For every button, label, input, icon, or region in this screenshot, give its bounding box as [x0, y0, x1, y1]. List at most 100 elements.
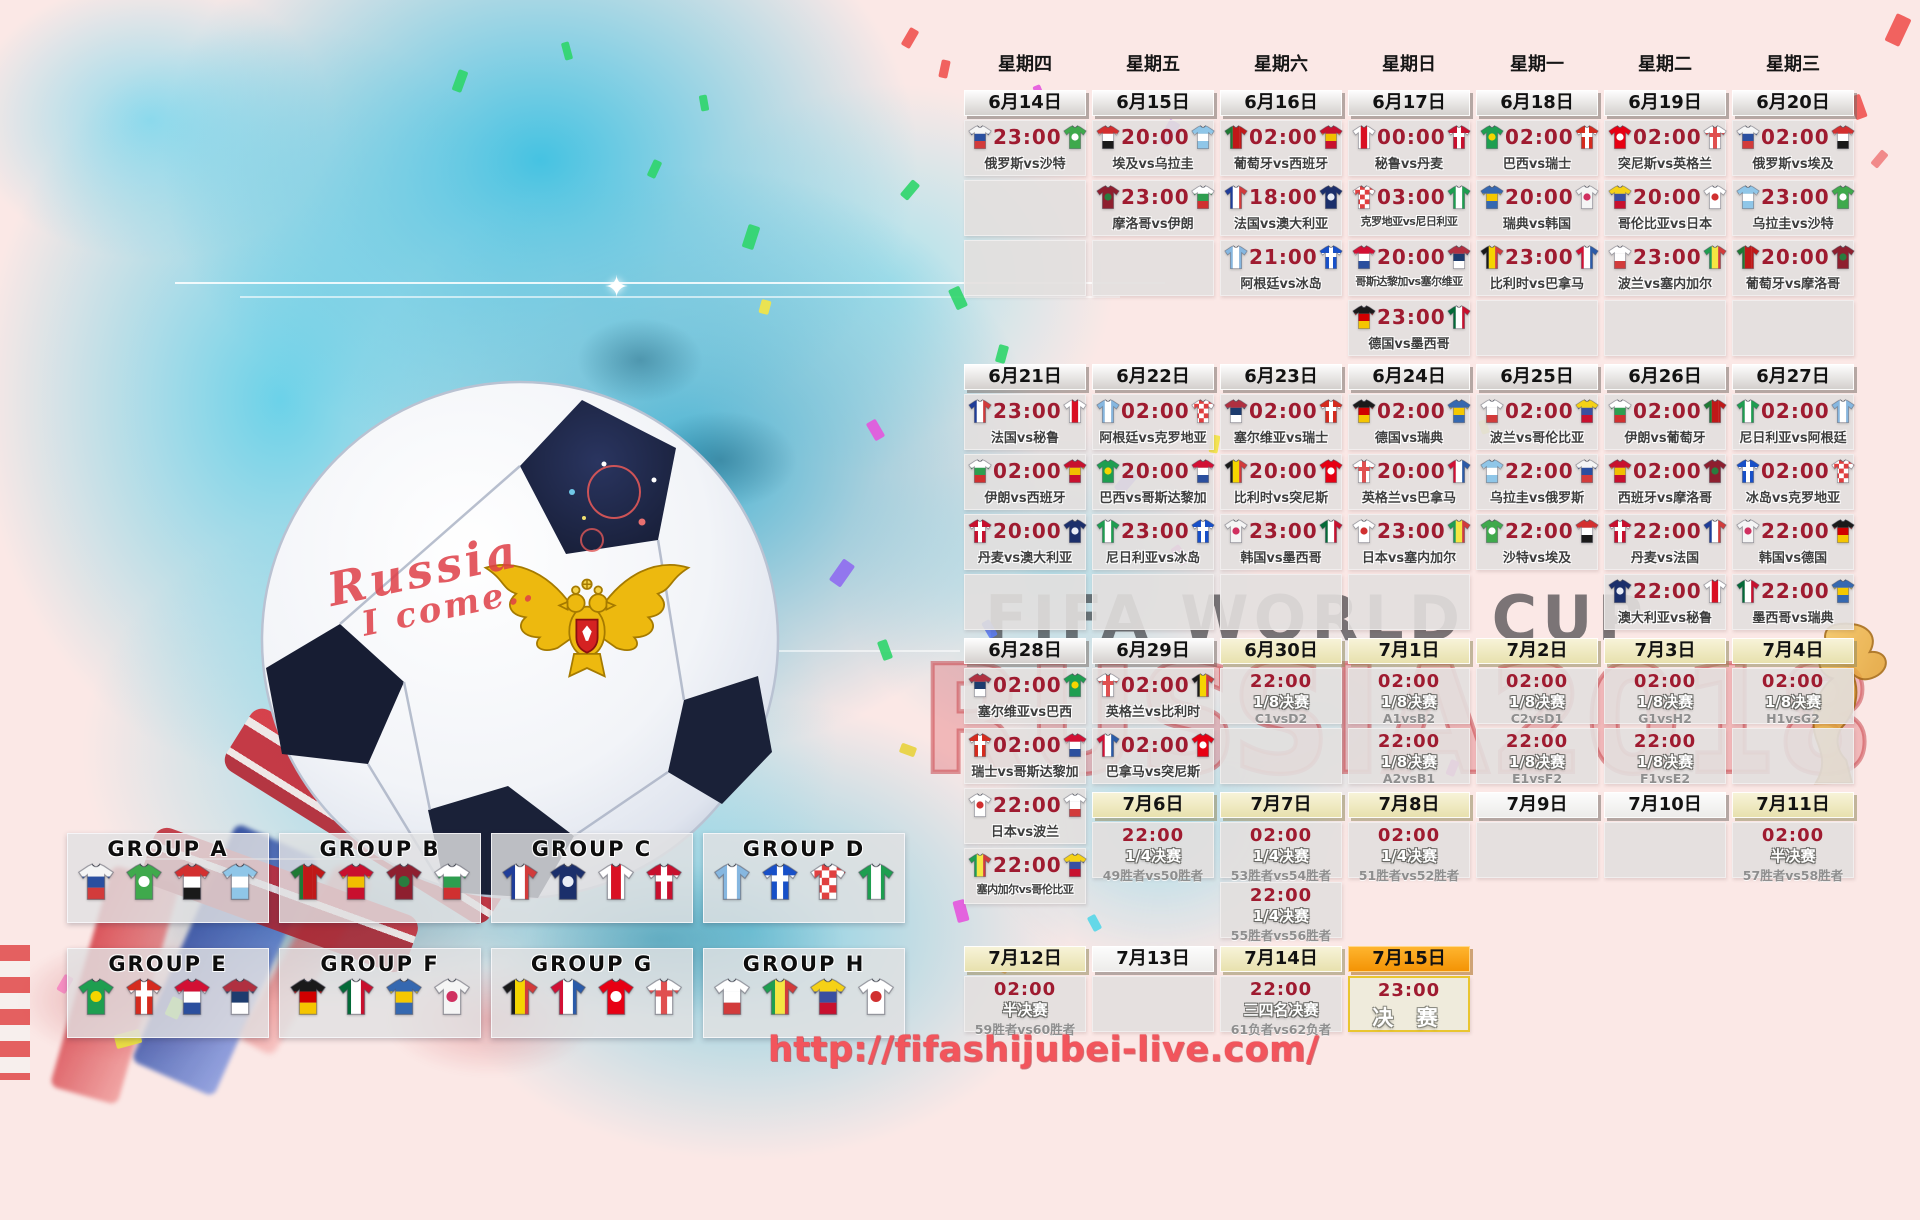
match-time: 02:00 [1121, 399, 1190, 423]
match-teams: 丹麦vs法国 [1630, 551, 1700, 566]
match-teams: 哥斯达黎加vs塞尔维亚 [1355, 275, 1463, 288]
team-jersey-icon [1096, 399, 1120, 423]
match-teams: 伊朗vs西班牙 [984, 491, 1066, 506]
date-header: 7月12日 [964, 946, 1086, 972]
group-jerseys [68, 978, 268, 1015]
date-header: 7月11日 [1732, 792, 1854, 818]
match-time: 20:00 [1121, 459, 1190, 483]
team-jersey-icon [1574, 185, 1599, 209]
date-header: 7月1日 [1348, 638, 1470, 664]
match-cell: 22:00 韩国vs德国 [1732, 514, 1855, 570]
group-jerseys [280, 978, 480, 1015]
stage-label: 1/8决赛 [1636, 693, 1694, 711]
galaxy-sketch [569, 461, 657, 552]
team-jersey-icon [1318, 459, 1343, 483]
match-time: 02:00 [1505, 125, 1574, 149]
group-box-d: GROUP D [703, 833, 905, 923]
final-label: 决 赛 [1372, 1006, 1446, 1030]
team-jersey-icon [1318, 125, 1343, 149]
ball-patch [520, 400, 676, 554]
date-header: 7月15日 [1348, 946, 1470, 972]
soccer-ball-svg [260, 380, 780, 900]
team-jersey-icon [1480, 185, 1504, 209]
group-box-g: GROUP G [491, 948, 693, 1038]
team-jersey-icon [1096, 519, 1120, 543]
team-jersey-icon [289, 978, 327, 1015]
team-jersey-icon [1096, 125, 1120, 149]
team-jersey-icon [1574, 459, 1599, 483]
match-cell: 03:00 克罗地亚vs尼日利亚 [1348, 180, 1471, 236]
match-time: 22:00 [1505, 519, 1574, 543]
date-header: 6月26日 [1604, 364, 1726, 390]
team-jersey-icon [1352, 185, 1376, 209]
team-jersey-icon [1702, 185, 1727, 209]
team-jersey-icon [809, 863, 847, 900]
team-jersey-icon [1190, 399, 1215, 423]
team-jersey-icon [501, 978, 539, 1015]
calendar-column-1: 星期四 6月14日 23:00 俄罗斯vs沙特 6月21日 23:00 法国vs秘鲁… [964, 48, 1087, 1037]
group-label: GROUP C [531, 837, 653, 861]
match-cell: 21:00 阿根廷vs冰岛 [1220, 240, 1343, 296]
match-teams: 塞尔维亚vs瑞士 [1233, 431, 1329, 446]
date-header: 6月24日 [1348, 364, 1470, 390]
stage-label: 1/4决赛 [1380, 847, 1438, 865]
team-jersey-icon [1318, 519, 1343, 543]
match-teams: 德国vs瑞典 [1374, 431, 1444, 446]
url-link[interactable]: http://fifashijubei-live.com/ [768, 1030, 1320, 1070]
match-cell: 20:00 哥斯达黎加vs塞尔维亚 [1348, 240, 1471, 296]
match-cell: 00:00 秘鲁vs丹麦 [1348, 120, 1471, 176]
team-jersey-icon [1062, 733, 1087, 757]
match-cell: 22:00 墨西哥vs瑞典 [1732, 574, 1855, 630]
group-box-a: GROUP A [67, 833, 269, 923]
confetti-piece [1884, 13, 1912, 47]
match-time: 22:00 [1249, 885, 1313, 906]
team-jersey-icon [433, 978, 471, 1015]
team-jersey-icon [1446, 519, 1471, 543]
team-jersey-icon [337, 978, 375, 1015]
match-cell: 22:00 丹麦vs法国 [1604, 514, 1727, 570]
match-cell: 02:00 尼日利亚vs阿根廷 [1732, 394, 1855, 450]
empty-cell [1348, 574, 1470, 630]
match-teams: 阿根廷vs冰岛 [1240, 277, 1322, 292]
stage-teams: G1vsH2 [1638, 711, 1692, 726]
final-cell: 23:00 决 赛 [1348, 976, 1470, 1032]
knockout-cell: 22:00 1/8决赛 A2vsB1 [1348, 728, 1470, 786]
team-jersey-icon [221, 978, 259, 1015]
team-jersey-icon [1190, 673, 1215, 697]
team-jersey-icon [645, 978, 683, 1015]
confetti-piece [898, 742, 918, 758]
empty-cell [1476, 300, 1598, 356]
team-jersey-icon [1446, 459, 1471, 483]
team-jersey-icon [1062, 519, 1087, 543]
team-jersey-icon [1830, 459, 1855, 483]
match-cell: 23:00 波兰vs塞内加尔 [1604, 240, 1727, 296]
match-cell: 23:00 比利时vs巴拿马 [1476, 240, 1599, 296]
team-jersey-icon [968, 459, 992, 483]
match-time: 22:00 [1121, 825, 1185, 846]
match-time: 20:00 [993, 519, 1062, 543]
team-jersey-icon [968, 399, 992, 423]
match-cell: 02:00 英格兰vs比利时 [1092, 668, 1215, 724]
knockout-cell: 02:00 1/8决赛 G1vsH2 [1604, 668, 1726, 726]
match-teams: 波兰vs塞内加尔 [1617, 277, 1713, 292]
team-jersey-icon [549, 978, 587, 1015]
match-teams: 巴拿马vs突尼斯 [1105, 765, 1201, 780]
team-jersey-icon [1352, 519, 1376, 543]
group-box-b: GROUP B [279, 833, 481, 923]
match-time: 03:00 [1377, 185, 1446, 209]
team-jersey-icon [1702, 245, 1727, 269]
match-cell: 23:00 摩洛哥vs伊朗 [1092, 180, 1215, 236]
match-cell: 18:00 法国vs澳大利亚 [1220, 180, 1343, 236]
match-time: 20:00 [1121, 125, 1190, 149]
match-teams: 沙特vs埃及 [1502, 551, 1572, 566]
match-teams: 丹麦vs澳大利亚 [977, 551, 1073, 566]
stage-teams: A1vsB2 [1382, 711, 1436, 726]
stage-teams: E1vsF2 [1511, 771, 1563, 786]
spacer [1092, 882, 1214, 938]
team-jersey-icon [1062, 399, 1087, 423]
empty-cell [1604, 300, 1726, 356]
team-jersey-icon [1352, 125, 1376, 149]
sparkle-icon: ✦ [604, 270, 630, 305]
team-jersey-icon [968, 853, 992, 877]
confetti-piece [899, 179, 921, 201]
